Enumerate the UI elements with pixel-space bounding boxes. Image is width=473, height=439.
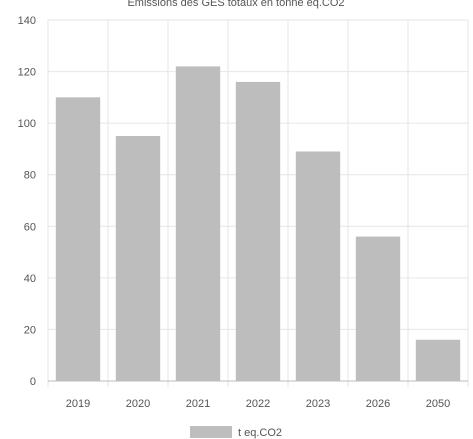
bar-2022 [235,81,281,381]
y-tick-label: 80 [24,170,36,182]
y-tick-label: 40 [24,273,36,285]
bars [55,66,461,382]
bar-2026 [355,236,401,381]
x-axis: 2019 2020 2021 2022 2023 2026 2050 [48,380,468,410]
legend-label: t eq.CO2 [238,427,282,439]
y-tick-label: 0 [30,376,36,388]
bar-2021 [175,66,221,382]
bar-2023 [295,151,341,381]
x-tick-label: 2019 [66,398,90,410]
x-tick-label: 2050 [426,398,450,410]
y-tick-label: 60 [24,221,36,233]
y-tick-label: 120 [18,67,36,79]
x-tick-label: 2026 [366,398,390,410]
chart-title: Emissions des GES totaux en tonne eq.CO2 [127,0,344,9]
legend-swatch [190,426,232,438]
y-tick-label: 140 [18,15,36,27]
bar-2019 [55,97,101,381]
y-tick-label: 20 [24,324,36,336]
bar-2020 [115,136,161,381]
x-tick-label: 2022 [246,398,270,410]
y-axis: 0 20 40 60 80 100 120 140 [18,15,36,388]
legend: t eq.CO2 [190,426,282,439]
y-tick-label: 100 [18,118,36,130]
x-tick-label: 2020 [126,398,150,410]
x-tick-label: 2021 [186,398,210,410]
bar-2050 [415,339,461,381]
x-tick-label: 2023 [306,398,330,410]
